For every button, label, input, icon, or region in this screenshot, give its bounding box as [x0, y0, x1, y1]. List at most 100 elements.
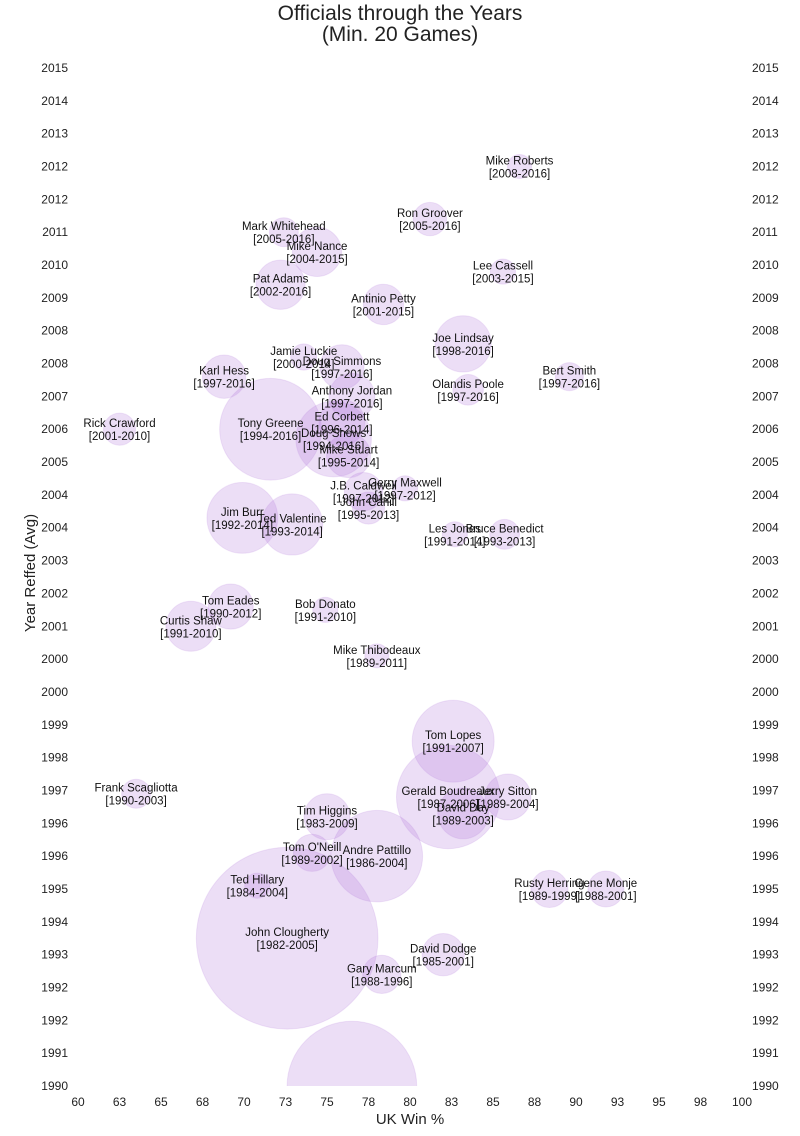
- bubble: [286, 1020, 418, 1086]
- bubble-range-label: [1997-2016]: [321, 398, 382, 410]
- bubble: [452, 374, 484, 406]
- bubble: [489, 258, 517, 285]
- bubble: [395, 744, 501, 850]
- bubble: [362, 283, 405, 326]
- bubble: [207, 583, 254, 630]
- bubble: [102, 412, 137, 446]
- bubble-range-label: [2000-2014]: [273, 359, 334, 371]
- x-tick-label: 73: [279, 1095, 293, 1109]
- y-tick-label-right: 1992: [752, 1013, 779, 1027]
- bubble-range-label: [2001-2015]: [353, 306, 414, 318]
- x-tick-label: 83: [445, 1095, 459, 1109]
- chart-subtitle: (Min. 20 Games): [322, 23, 478, 46]
- y-tick-label-left: 2009: [41, 291, 68, 305]
- bubble: [219, 377, 322, 481]
- y-tick-label-left: 2013: [41, 127, 68, 141]
- bubble-name-label: Joe Lindsay: [432, 333, 494, 345]
- y-tick-label-left: 2000: [41, 652, 68, 666]
- bubble-range-label: [1991-2014]: [424, 536, 485, 548]
- bubble-range-label: [1988-1996]: [351, 976, 412, 988]
- y-axis-left: 1990 1991 1992 1992 1993 1994 1995 1996 1996 1997…: [41, 61, 68, 1093]
- bubble-range-label: [1993-2014]: [261, 526, 322, 538]
- bubble-range-label: [1990-2012]: [200, 609, 261, 621]
- bubble-range-label: [1990-2003]: [105, 796, 166, 808]
- y-tick-label-left: 2012: [41, 160, 68, 174]
- y-tick-label-right: 2014: [752, 94, 779, 108]
- bubble-range-label: [1983-2009]: [296, 819, 357, 831]
- bubble-range-label: [1989-2004]: [477, 799, 538, 811]
- bubble-range-label: [2003-2015]: [472, 274, 533, 286]
- bubble-name-label: David Dodge: [410, 944, 476, 956]
- x-tick-label: 90: [569, 1095, 583, 1109]
- bubble-name-label: J.B. Caldwell: [330, 481, 396, 493]
- x-tick-label: 93: [611, 1095, 625, 1109]
- y-axis-right: 1990 1991 1992 1992 1993 1994 1995 1996 1996 1997…: [752, 61, 779, 1093]
- bubble: [507, 154, 533, 180]
- bubble-range-label: [1997-2016]: [193, 379, 254, 391]
- bubble-name-label: Doug Shows: [301, 428, 366, 440]
- x-tick-label: 60: [71, 1095, 85, 1109]
- bubble-range-label: [1997-2016]: [311, 369, 372, 381]
- y-tick-label-right: 2015: [752, 61, 779, 75]
- y-tick-label-right: 1996: [752, 816, 779, 830]
- bubble: [587, 870, 625, 908]
- bubble-name-label: Doug Simmons: [303, 356, 382, 368]
- bubble-name-label: Karl Hess: [199, 366, 249, 378]
- bubble-layer: [102, 154, 625, 1086]
- y-tick-label-left: 1997: [41, 783, 68, 797]
- x-tick-label: 78: [362, 1095, 376, 1109]
- y-tick-label-left: 1996: [41, 849, 68, 863]
- y-tick-label-left: 1994: [41, 915, 68, 929]
- y-tick-label-left: 2004: [41, 521, 68, 535]
- bubble-name-label: Mike Stuart: [319, 444, 378, 456]
- bubble-name-label: Tom Lopes: [425, 730, 482, 742]
- bubble: [330, 809, 424, 903]
- y-tick-label-right: 2004: [752, 521, 779, 535]
- bubble-range-label: [1994-2016]: [303, 441, 364, 453]
- bubble: [268, 217, 299, 248]
- bubble: [318, 399, 366, 447]
- x-tick-label: 65: [154, 1095, 168, 1109]
- y-tick-label-right: 1990: [752, 1079, 779, 1093]
- x-tick-label: 95: [652, 1095, 666, 1109]
- bubble-range-label: [1991-2010]: [160, 628, 221, 640]
- y-tick-label-right: 2010: [752, 258, 779, 272]
- bubble-name-label: Les Jones: [429, 523, 482, 535]
- y-tick-label-right: 2001: [752, 619, 779, 633]
- bubble-name-label: Curtis Shaw: [160, 615, 223, 627]
- y-tick-label-right: 2003: [752, 554, 779, 568]
- y-tick-label-right: 2002: [752, 586, 779, 600]
- bubble: [351, 491, 386, 525]
- y-tick-label-left: 2011: [42, 225, 68, 239]
- y-tick-label-right: 1998: [752, 751, 779, 765]
- bubble: [391, 475, 419, 502]
- y-tick-label-right: 2008: [752, 324, 779, 338]
- y-tick-label-right: 2011: [752, 225, 778, 239]
- y-tick-label-left: 1995: [41, 882, 68, 896]
- y-tick-label-left: 1992: [41, 980, 68, 994]
- bubble: [434, 315, 492, 373]
- y-tick-label-right: 2007: [752, 389, 779, 403]
- bubble-range-label: [1984-2004]: [227, 888, 288, 900]
- x-tick-label: 80: [403, 1095, 417, 1109]
- y-tick-label-left: 2005: [41, 455, 68, 469]
- bubble: [121, 778, 152, 809]
- bubble: [328, 372, 376, 420]
- bubble-name-label: Antinio Petty: [351, 293, 416, 305]
- x-tick-label: 63: [113, 1095, 127, 1109]
- bubble-range-label: [1996-2014]: [311, 425, 372, 437]
- bubble-name-label: Mike Nance: [287, 241, 348, 253]
- bubble-name-label: David Day: [437, 802, 490, 814]
- y-tick-label-right: 2000: [752, 685, 779, 699]
- bubble-range-label: [1989-2011]: [347, 658, 408, 670]
- bubble-range-label: [2008-2016]: [489, 169, 550, 181]
- x-tick-label: 88: [528, 1095, 542, 1109]
- bubble-range-label: [1986-2004]: [346, 858, 407, 870]
- x-tick-label: 75: [320, 1095, 334, 1109]
- bubble-range-label: [2005-2016]: [253, 234, 314, 246]
- bubble-name-label: Mike Roberts: [486, 156, 554, 168]
- bubble-range-label: [1994-2016]: [240, 431, 301, 443]
- bubble-range-label: [1993-2013]: [474, 536, 535, 548]
- y-tick-label-right: 1997: [752, 783, 779, 797]
